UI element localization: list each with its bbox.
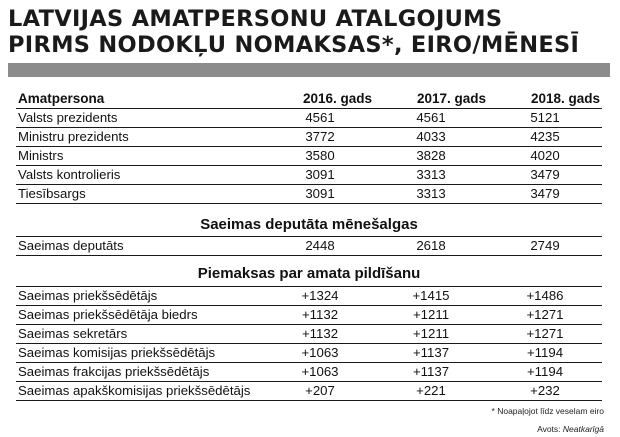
- table-row: Valsts kontrolieris 3091 3313 3479: [16, 165, 602, 185]
- position-cell: Saeimas sekretārs: [16, 324, 266, 344]
- header-2018: 2018. gads: [488, 90, 602, 109]
- value-2018: +1194: [488, 362, 602, 382]
- value-2016: 3580: [266, 146, 374, 166]
- value-2017: +1137: [374, 343, 488, 363]
- value-2016: 3091: [266, 184, 374, 204]
- value-2018: 3479: [488, 165, 602, 185]
- value-2017: 4561: [374, 108, 488, 128]
- source-credit: Avots: Neatkarīgā: [537, 424, 604, 434]
- value-2016: +1063: [266, 343, 374, 363]
- value-2018: 4020: [488, 146, 602, 166]
- value-2017: 2618: [374, 236, 488, 256]
- value-2017: 4033: [374, 127, 488, 147]
- source-name: Neatkarīgā: [562, 424, 604, 434]
- value-2018: +1194: [488, 343, 602, 363]
- position-cell: Ministrs: [16, 146, 266, 166]
- salary-table: Amatpersona 2016. gads 2017. gads 2018. …: [16, 90, 602, 204]
- value-2016: 4561: [266, 108, 374, 128]
- value-2018: +1486: [488, 286, 602, 306]
- footnote: * Noapaļojot līdz veselam eiro: [491, 406, 604, 416]
- value-2016: 2448: [266, 236, 374, 256]
- position-cell: Saeimas apakškomisijas priekšsēdētājs: [16, 381, 266, 401]
- value-2018: 4235: [488, 127, 602, 147]
- position-cell: Saeimas komisijas priekšsēdētājs: [16, 343, 266, 363]
- header-2016: 2016. gads: [266, 90, 374, 109]
- value-2016: +1324: [266, 286, 374, 306]
- table-row: Saeimas frakcijas priekšsēdētājs +1063 +…: [16, 362, 602, 382]
- value-2018: +1271: [488, 305, 602, 325]
- position-cell: Valsts kontrolieris: [16, 165, 266, 185]
- value-2016: +1132: [266, 324, 374, 344]
- value-2016: 3091: [266, 165, 374, 185]
- table-row: Ministru prezidents 3772 4033 4235: [16, 127, 602, 147]
- value-2017: 3313: [374, 165, 488, 185]
- section-title-allowances: Piemaksas par amata pildīšanu: [197, 265, 421, 282]
- value-2016: +1063: [266, 362, 374, 382]
- value-2017: 3828: [374, 146, 488, 166]
- table-row: Saeimas deputāts 2448 2618 2749: [16, 236, 602, 256]
- value-2017: +221: [374, 381, 488, 401]
- value-2016: +207: [266, 381, 374, 401]
- table-row: Saeimas priekšsēdētāja biedrs +1132 +121…: [16, 305, 602, 325]
- value-2018: 5121: [488, 108, 602, 128]
- value-2017: +1137: [374, 362, 488, 382]
- header-2017: 2017. gads: [374, 90, 488, 109]
- value-2017: +1415: [374, 286, 488, 306]
- value-2016: 3772: [266, 127, 374, 147]
- section-title-deputy-salary: Saeimas deputāta mēnešalgas: [200, 216, 418, 233]
- deputy-salary-table: Saeimas deputāts 2448 2618 2749: [16, 236, 602, 256]
- table-header-row: Amatpersona 2016. gads 2017. gads 2018. …: [16, 90, 602, 109]
- table-row: Tiesībsargs 3091 3313 3479: [16, 184, 602, 204]
- position-cell: Saeimas deputāts: [16, 236, 266, 256]
- value-2017: +1211: [374, 305, 488, 325]
- value-2018: +1271: [488, 324, 602, 344]
- value-2016: +1132: [266, 305, 374, 325]
- value-2017: 3313: [374, 184, 488, 204]
- value-2018: 2749: [488, 236, 602, 256]
- position-cell: Saeimas priekšsēdētājs: [16, 286, 266, 306]
- page-title: LATVIJAS AMATPERSONU ATALGOJUMS PIRMS NO…: [8, 6, 579, 58]
- position-cell: Valsts prezidents: [16, 108, 266, 128]
- table-row: Saeimas sekretārs +1132 +1211 +1271: [16, 324, 602, 344]
- value-2018: 3479: [488, 184, 602, 204]
- title-line-1: LATVIJAS AMATPERSONU ATALGOJUMS: [8, 6, 503, 32]
- title-divider-bar: [8, 63, 610, 77]
- header-position: Amatpersona: [16, 90, 266, 109]
- table-row: Saeimas komisijas priekšsēdētājs +1063 +…: [16, 343, 602, 363]
- source-label: Avots:: [537, 424, 563, 434]
- value-2018: +232: [488, 381, 602, 401]
- table-row: Ministrs 3580 3828 4020: [16, 146, 602, 166]
- table-row: Saeimas apakškomisijas priekšsēdētājs +2…: [16, 381, 602, 401]
- position-cell: Tiesībsargs: [16, 184, 266, 204]
- allowances-table: Saeimas priekšsēdētājs +1324 +1415 +1486…: [16, 286, 602, 401]
- title-line-2: PIRMS NODOKĻU NOMAKSAS*, EIRO/MĒNESĪ: [8, 32, 580, 58]
- table-row: Saeimas priekšsēdētājs +1324 +1415 +1486: [16, 286, 602, 306]
- position-cell: Saeimas frakcijas priekšsēdētājs: [16, 362, 266, 382]
- table-row: Valsts prezidents 4561 4561 5121: [16, 108, 602, 128]
- value-2017: +1211: [374, 324, 488, 344]
- position-cell: Saeimas priekšsēdētāja biedrs: [16, 305, 266, 325]
- position-cell: Ministru prezidents: [16, 127, 266, 147]
